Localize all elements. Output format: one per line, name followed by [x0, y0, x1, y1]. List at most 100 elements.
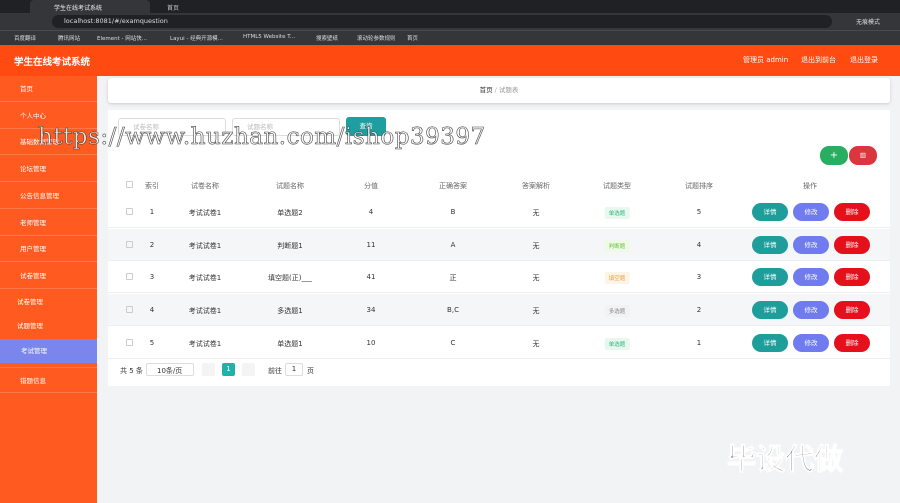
prev[interactable] [202, 363, 215, 376]
menu-item[interactable]: 老师管理 [0, 210, 97, 236]
type-tag: 单选题 [604, 337, 630, 350]
crumb: 试题表 [498, 86, 519, 94]
column-header: 试题名称 [276, 182, 304, 190]
submenu-item[interactable]: 考试管理 [0, 338, 97, 363]
breadcrumb: 首页 / 试题表 [108, 78, 890, 103]
action-button[interactable]: 删除 [834, 333, 870, 352]
cell: 无 [532, 339, 540, 348]
action-button[interactable]: 删除 [834, 235, 870, 254]
action-button[interactable]: 修改 [793, 333, 829, 352]
checkbox[interactable] [126, 306, 133, 314]
cell: 单选题2 [277, 209, 303, 217]
checkbox[interactable] [126, 273, 133, 281]
table-row: 1 考试试卷1 单选题2 4 B 无 单选题 5 详情 修改 删除 [108, 196, 890, 228]
cell: 单选题1 [277, 339, 303, 348]
bookmark[interactable]: 腾讯网站 [58, 36, 81, 42]
add-button[interactable]: + [820, 146, 848, 165]
table-row: 5 考试试卷1 单选题1 10 C 无单选题 1 详情 修改 删除 [108, 327, 890, 359]
menu-item[interactable]: 首页 [0, 76, 97, 102]
action-button[interactable]: 删除 [834, 301, 870, 320]
goto-input[interactable]: 1 [285, 363, 303, 376]
profile[interactable]: 无痕模式 [856, 19, 881, 26]
action-button[interactable]: 详情 [752, 203, 788, 221]
bookmark[interactable]: 滚动轮参数规则 [357, 36, 396, 42]
next[interactable] [242, 363, 255, 376]
tab[interactable]: 学生在线考试系统 [30, 0, 150, 13]
cell: 无 [532, 209, 540, 217]
cell: 3 [696, 273, 702, 282]
menu-item[interactable]: 试卷管理 [0, 263, 97, 289]
cell: 正 [449, 274, 457, 283]
cell: A [450, 240, 456, 249]
url[interactable]: localhost:8081/#/examquestion [52, 15, 832, 28]
checkbox[interactable] [126, 338, 133, 346]
cell: 11 [366, 240, 376, 249]
header: 学生在线考试系统 管理员 admin 退出到前台 退出登录 [0, 45, 900, 76]
cell: 34 [366, 306, 376, 315]
bookmarks-bar: 百度翻译 腾讯网站 Element - 网站快... Layui - 经典开源模...… [0, 30, 900, 45]
checkbox[interactable] [126, 240, 133, 248]
search-input[interactable]: 试卷名称 [118, 118, 226, 136]
search-button[interactable]: 查询 [346, 117, 386, 136]
menu-item[interactable]: 基础数据管理 [0, 129, 97, 156]
action-button[interactable]: 详情 [752, 235, 788, 254]
action-button[interactable]: 修改 [793, 203, 829, 221]
bookmark[interactable]: Element - 网站快... [97, 36, 147, 42]
action-button[interactable]: 删除 [834, 203, 870, 221]
submenu-item[interactable]: 试题管理 [0, 314, 97, 339]
bookmark[interactable]: Layui - 经典开源模... [170, 36, 223, 42]
menu-item[interactable]: 论坛管理 [0, 156, 97, 183]
action-button[interactable]: 详情 [752, 333, 788, 352]
link[interactable]: 退出登录 [850, 56, 878, 64]
cell: 41 [366, 273, 376, 282]
table-row: 2 考试试卷1 判断题1 11 A 无 判断题 4 详情 修改 删除 [108, 228, 890, 261]
cell: 考试试卷1 [188, 209, 222, 217]
cell: 无 [532, 307, 540, 316]
bookmark[interactable]: 百度翻译 [14, 36, 37, 42]
tab-bar: 学生在线考试系统 首页 [0, 0, 900, 13]
batch-delete-button[interactable]: ▥ [849, 146, 877, 165]
cell: 考试试卷1 [188, 307, 222, 316]
page-number[interactable]: 1 [222, 363, 235, 376]
cell: B,C [447, 306, 459, 315]
bookmark[interactable]: 搜索壁纸 [316, 36, 339, 42]
tab[interactable]: 首页 [167, 5, 180, 12]
cell: 无 [532, 241, 540, 250]
bookmark[interactable]: HTML5 Website T... [243, 34, 296, 40]
cell: 3 [149, 273, 155, 282]
watermark: https://www.huzhan.com/ishop39397 [38, 124, 486, 151]
bookmark[interactable]: 首页 [407, 36, 419, 42]
menu-item[interactable]: 用户管理 [0, 236, 97, 263]
type-tag: 判断题 [604, 239, 630, 252]
address-bar: localhost:8081/#/examquestion 无痕模式 [0, 13, 900, 30]
submenu-item[interactable]: 试卷管理 [0, 289, 97, 314]
menu-item[interactable]: 公告信息管理 [0, 183, 97, 209]
column-header: 试题排序 [685, 182, 713, 190]
crumb[interactable]: 首页 [479, 86, 493, 94]
column-header: 答案解析 [522, 182, 550, 190]
action-button[interactable]: 修改 [793, 301, 829, 320]
action-button[interactable]: 详情 [752, 301, 788, 320]
pagination: 共 5 条 10条/页 1 前往 1 页 [120, 363, 520, 377]
action-button[interactable]: 详情 [752, 268, 788, 287]
link[interactable]: 退出到前台 [801, 56, 836, 64]
cell: 5 [696, 208, 702, 216]
menu-item[interactable]: 错题信息 [0, 367, 97, 394]
action-button[interactable]: 修改 [793, 235, 829, 254]
cell: 4 [149, 306, 155, 315]
content-panel: 试卷名称 试题名称 查询 + ▥ 索引 试卷名称 试题名称 分值 正确答案 答案解析 试题类… [108, 110, 890, 386]
app-title: 学生在线考试系统 [14, 57, 91, 68]
column-header: 试题类型 [603, 182, 631, 190]
search-input[interactable]: 试题名称 [232, 118, 340, 136]
action-button[interactable]: 修改 [793, 268, 829, 287]
type-tag: 填空题 [604, 272, 630, 285]
table-row: 4 考试试卷1 多选题1 34 B,C 无 多选题 2 详情 修改 删除 [108, 294, 890, 327]
page-size[interactable]: 10条/页 [146, 363, 194, 376]
cell: 考试试卷1 [188, 241, 222, 250]
action-button[interactable]: 删除 [834, 268, 870, 287]
checkbox[interactable] [126, 208, 133, 215]
menu-item[interactable]: 个人中心 [0, 103, 97, 129]
cell: 判断题1 [277, 241, 303, 250]
sidebar: 首页 个人中心 基础数据管理 论坛管理 公告信息管理 老师管理 用户管理 试卷管理 试卷管理 试题… [0, 76, 97, 503]
